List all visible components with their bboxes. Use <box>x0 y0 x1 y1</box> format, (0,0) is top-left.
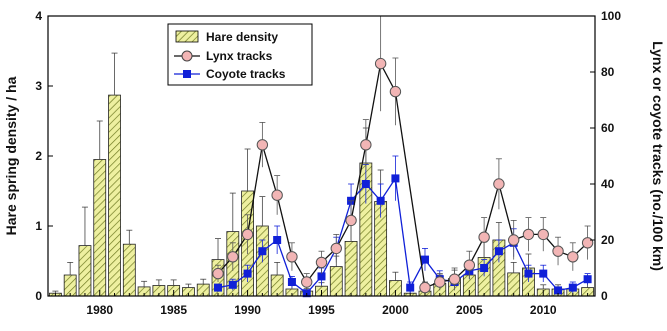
lynx-point <box>302 277 312 287</box>
lynx-point <box>375 58 385 68</box>
coyote-point <box>273 236 281 244</box>
left-tick-label: 4 <box>35 9 42 23</box>
hare-bar <box>271 275 283 296</box>
right-tick-label: 100 <box>601 9 621 23</box>
lynx-point <box>508 235 518 245</box>
hare-bar <box>345 241 357 296</box>
right-tick-label: 60 <box>601 121 615 135</box>
coyote-point <box>480 264 488 272</box>
coyote-point <box>244 270 252 278</box>
x-tick-label: 1990 <box>234 303 261 317</box>
lynx-point <box>346 215 356 225</box>
lynx-point <box>272 190 282 200</box>
lynx-point <box>316 257 326 267</box>
coyote-point <box>569 284 577 292</box>
lynx-point <box>435 277 445 287</box>
hare-bar <box>508 273 520 296</box>
left-axis-title: Hare spring density / ha <box>3 76 19 235</box>
lynx-point <box>257 140 267 150</box>
left-tick-label: 3 <box>35 79 42 93</box>
coyote-point <box>391 174 399 182</box>
x-tick-label: 2000 <box>382 303 409 317</box>
coyote-point <box>214 284 222 292</box>
hare-bar <box>330 267 342 296</box>
hare-bar <box>123 244 135 296</box>
hare-bar <box>94 160 106 297</box>
right-tick-label: 80 <box>601 65 615 79</box>
lynx-point <box>361 140 371 150</box>
lynx-point <box>213 268 223 278</box>
lynx-point <box>553 246 563 256</box>
coyote-point <box>421 256 429 264</box>
lynx-point <box>479 232 489 242</box>
right-tick-label: 20 <box>601 233 615 247</box>
x-tick-label: 2010 <box>530 303 557 317</box>
lynx-point <box>494 179 504 189</box>
coyote-point <box>288 278 296 286</box>
legend-label-coyote: Coyote tracks <box>206 67 286 81</box>
lynx-line <box>218 64 588 288</box>
legend-label-lynx: Lynx tracks <box>206 49 273 63</box>
lynx-point <box>331 243 341 253</box>
lynx-point <box>242 229 252 239</box>
lynx-point <box>464 260 474 270</box>
lynx-point <box>568 252 578 262</box>
coyote-point <box>495 247 503 255</box>
hare-bar <box>79 246 91 296</box>
lynx-point <box>228 252 238 262</box>
lynx-point <box>538 229 548 239</box>
x-tick-label: 1985 <box>160 303 187 317</box>
x-tick-label: 1995 <box>308 303 335 317</box>
lynx-point <box>523 229 533 239</box>
hare-bar <box>64 275 76 296</box>
right-axis-title: Lynx or coyote tracks (no./100 km) <box>650 41 666 271</box>
legend: Hare density Lynx tracks Coyote tracks <box>168 24 312 85</box>
lynx-point <box>449 274 459 284</box>
right-tick-label: 0 <box>601 289 608 303</box>
lynx-point <box>390 86 400 96</box>
x-tick-label: 2005 <box>456 303 483 317</box>
coyote-point <box>406 284 414 292</box>
lynx-point <box>582 238 592 248</box>
legend-marker-lynx <box>182 51 192 61</box>
coyote-point <box>362 180 370 188</box>
coyote-point <box>258 247 266 255</box>
lynx-point <box>287 252 297 262</box>
legend-swatch-hare <box>176 31 198 42</box>
legend-label-hare: Hare density <box>206 30 278 44</box>
coyote-point <box>539 270 547 278</box>
left-tick-label: 1 <box>35 219 42 233</box>
right-tick-label: 40 <box>601 177 615 191</box>
lynx-point <box>420 282 430 292</box>
left-tick-label: 0 <box>35 289 42 303</box>
coyote-point <box>524 270 532 278</box>
hare-bar <box>109 95 121 296</box>
coyote-point <box>229 281 237 289</box>
left-tick-label: 2 <box>35 149 42 163</box>
coyote-point <box>584 275 592 283</box>
x-tick-label: 1980 <box>86 303 113 317</box>
legend-marker-coyote <box>183 70 191 78</box>
coyote-point <box>377 197 385 205</box>
